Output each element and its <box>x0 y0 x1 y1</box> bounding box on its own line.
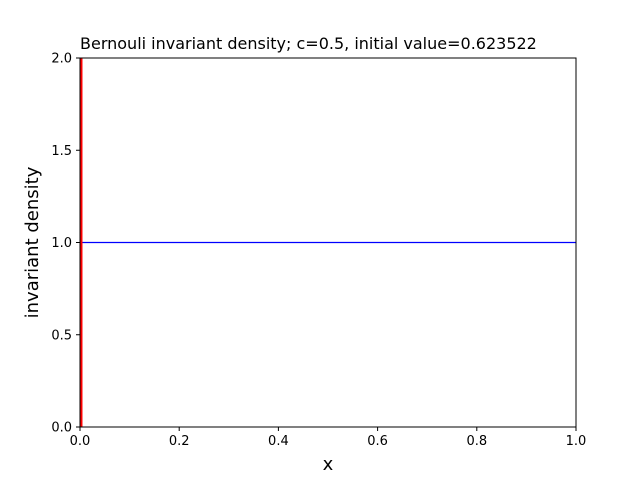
chart-title: Bernouli invariant density; c=0.5, initi… <box>80 34 537 53</box>
x-tick-label: 0.6 <box>367 434 388 449</box>
histogram-bar-0 <box>80 58 83 427</box>
y-axis-label: invariant density <box>22 166 43 318</box>
x-axis-ticks: 0.0 0.2 0.4 0.6 0.8 1.0 <box>70 427 587 449</box>
axes-frame <box>79 57 577 428</box>
y-tick-label: 1.5 <box>51 144 72 159</box>
y-tick-label: 0.0 <box>51 421 72 436</box>
y-axis-ticks: 0.0 0.5 1.0 1.5 2.0 <box>51 52 80 436</box>
plot-clip-group <box>80 58 576 427</box>
x-tick-label: 0.0 <box>70 434 91 449</box>
x-tick-label: 1.0 <box>566 434 587 449</box>
y-tick-label: 0.5 <box>51 328 72 343</box>
plot-area <box>80 58 576 427</box>
y-tick-label: 2.0 <box>51 52 72 67</box>
x-tick-label: 0.2 <box>169 434 190 449</box>
x-tick-label: 0.4 <box>268 434 289 449</box>
x-tick-label: 0.8 <box>466 434 487 449</box>
x-axis-label: x <box>323 454 334 475</box>
y-tick-label: 1.0 <box>51 236 72 251</box>
